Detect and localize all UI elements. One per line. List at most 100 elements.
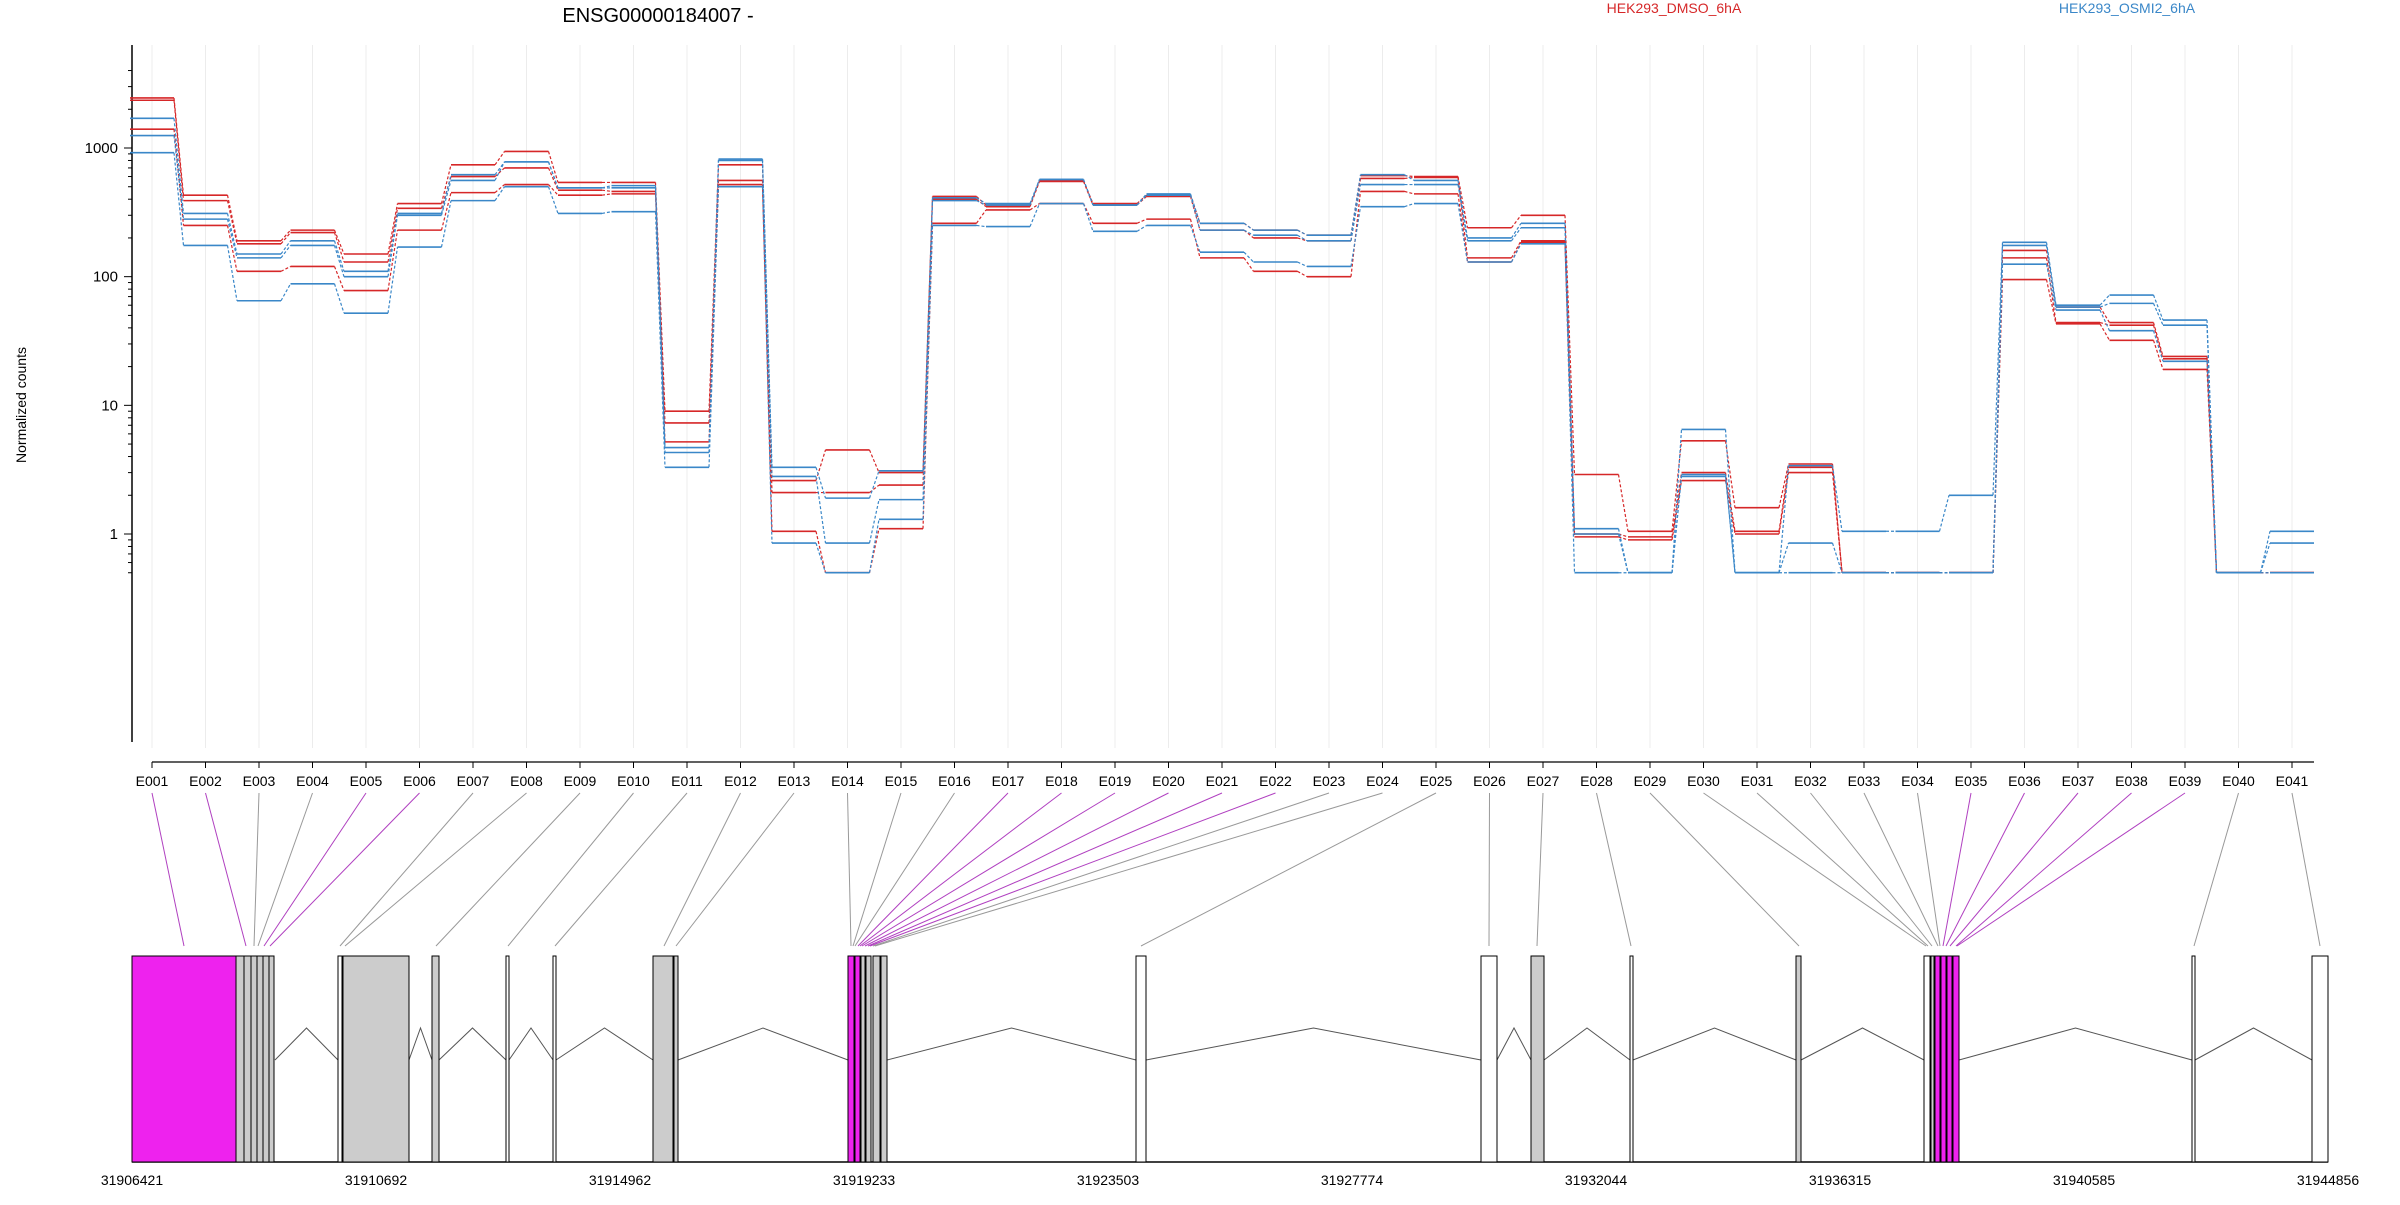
series-connector [1671,472,1683,537]
series-connector [1189,193,1201,224]
series-connector [654,185,666,453]
link-line [263,792,367,947]
exon-block [505,955,510,1163]
series-connector [976,209,987,224]
series-connector [1243,229,1254,236]
series-connector [387,203,399,255]
intron-line [508,1027,554,1061]
series-connector [1618,536,1629,541]
series-connector [601,189,612,192]
series-connector [708,184,720,442]
y-tick-label: 1000 [85,140,118,157]
link-line [864,792,1169,947]
link-line [344,792,527,947]
link-line [872,792,1330,947]
link-line [1956,792,2186,947]
intron-line [1145,1027,1482,1061]
x-tick-label: E040 [2222,773,2255,789]
x-tick-label: E020 [1152,773,1185,789]
x-tick-label: E037 [2062,773,2095,789]
x-tick-label: E039 [2169,773,2202,789]
series-connector [868,470,880,499]
x-tick-label: E027 [1527,773,1560,789]
intron-line [408,1026,433,1061]
exon-block [131,955,237,1163]
link-line [1863,792,1939,947]
series-connector [2152,303,2164,326]
link-line [1955,792,2132,947]
exon-block [262,955,270,1163]
series-connector [2259,542,2271,573]
exon-block [431,955,440,1163]
series-connector [387,230,399,291]
exon-block [1795,955,1802,1163]
x-tick-label: E032 [1794,773,1827,789]
series-connector [1136,218,1147,224]
series-connector [1510,240,1522,259]
series-connector [2206,369,2218,573]
series-connector [1029,203,1040,211]
link-line [861,792,1116,947]
series-connector [280,245,291,259]
series-connector [815,449,827,481]
genomic-axis: 31906421 31910692 31914962 31919233 31923503… [101,1172,2360,1188]
series-connector [976,200,987,206]
series-connector [1243,257,1254,272]
series-connector [1617,528,1629,573]
series-connector [280,265,291,272]
genomic-position-label: 31910692 [345,1172,408,1188]
x-tick-label: E006 [403,773,436,789]
series-connector [2099,323,2111,341]
link-line [2291,792,2321,947]
series-connector [868,519,880,573]
series-connector [173,152,185,246]
series-connector [1671,476,1683,573]
series-connector [1350,184,1362,241]
series-connector [1831,542,1843,573]
series-connector [2099,306,2111,323]
series-connector [1029,203,1041,227]
genomic-position-label: 31906421 [101,1172,164,1188]
x-tick-label: E022 [1259,773,1292,789]
series-connector [547,151,559,183]
series-connector [494,167,505,177]
series-connector [1082,203,1094,224]
x-tick-label: E031 [1741,773,1774,789]
series-connector [1082,203,1094,232]
series-connector [708,186,720,468]
series-connector [1404,174,1415,181]
x-tick-label: E038 [2115,773,2148,789]
exon-link-lines [151,792,2321,947]
series-connector [1404,190,1415,195]
series-connector [494,161,506,181]
x-tick-label: E029 [1634,773,1667,789]
y-tick-label: 1 [110,526,118,543]
genomic-position-label: 31914962 [589,1172,652,1188]
link-line [847,792,852,947]
link-line [869,792,1276,947]
series-connector [1938,495,1950,532]
series-connector [1510,222,1522,239]
genomic-position-label: 31940585 [2053,1172,2116,1188]
gene-model [131,955,2329,1163]
x-tick-label: E004 [296,773,329,789]
series-5 [130,151,2314,574]
series-connector [1510,243,1522,263]
series-connector [1189,218,1201,259]
series-connector [1778,467,1790,532]
x-tick-label: E011 [671,773,703,789]
intron-line [1632,1027,1797,1061]
exon-block [268,955,275,1163]
series-connector [601,185,612,189]
exon-block [1930,955,1935,1163]
series-connector [173,100,185,201]
series-connector [815,476,827,544]
series-connector [815,542,827,573]
exon-block [2191,955,2196,1163]
link-line [1942,792,1972,947]
series-connector [922,225,934,520]
series-connector [2152,340,2164,370]
link-line [1810,792,1933,947]
series-connector [2206,325,2218,573]
